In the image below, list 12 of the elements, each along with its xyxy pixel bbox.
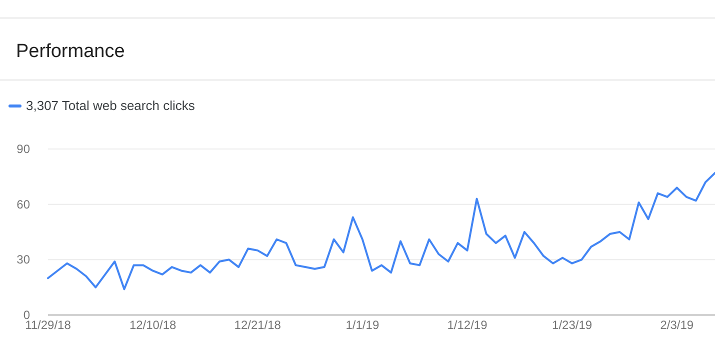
line-series [47, 172, 715, 290]
x-tick-label: 1/1/19 [346, 318, 380, 332]
x-tick-label: 12/10/18 [129, 318, 176, 332]
y-tick-label: 90 [16, 142, 30, 156]
x-tick-label: 1/23/19 [552, 318, 592, 332]
x-tick-label: 2/3/19 [660, 318, 694, 332]
legend-label: 3,307 Total web search clicks [26, 98, 196, 113]
y-tick-label: 60 [16, 197, 30, 212]
chart-title: Performance [16, 41, 125, 62]
x-tick-label: 12/21/18 [234, 318, 282, 332]
y-tick-label: 30 [16, 252, 30, 267]
x-tick-label: 1/12/19 [447, 318, 488, 332]
